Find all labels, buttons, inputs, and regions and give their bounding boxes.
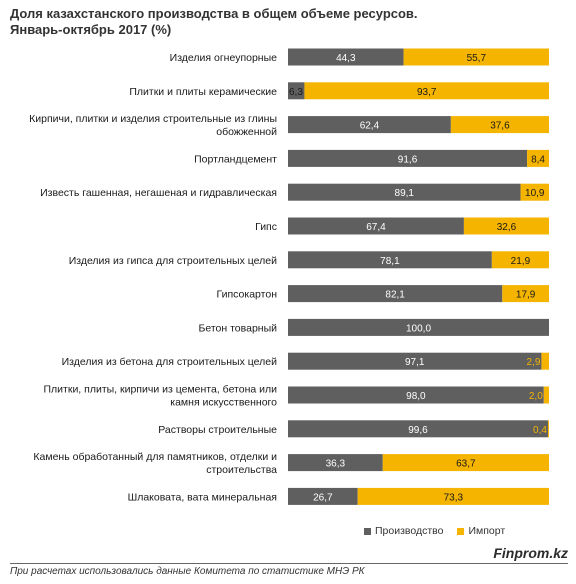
bar-import [382, 454, 549, 472]
bar-production [288, 487, 358, 505]
category-label: Известь гашенная, негашеная и гидравличе… [40, 187, 277, 199]
bar-import [304, 82, 549, 100]
category-label: Кирпичи, плитки и изделия строительные и… [29, 113, 277, 125]
bar-production [288, 82, 305, 100]
source-brand: Finprom.kz [493, 545, 568, 561]
bar-production [288, 251, 492, 269]
data-label-import: 37,6 [490, 121, 510, 132]
data-label-import: 2,9 [527, 357, 541, 368]
data-label-production: 6,3 [289, 87, 303, 98]
category-label: Камень обработанный для памятников, отде… [33, 451, 277, 463]
data-label-production: 26,7 [313, 492, 333, 503]
data-label-production: 36,3 [326, 459, 346, 470]
category-label: Плитки и плиты керамические [129, 86, 277, 98]
data-label-production: 62,4 [360, 121, 380, 132]
legend-label-import: Импорт [468, 525, 506, 537]
bar-import [403, 48, 549, 66]
chart-title-line2: Январь-октябрь 2017 (%) [10, 22, 172, 37]
data-label-production: 67,4 [366, 222, 386, 233]
category-label: Гипсокартон [217, 289, 278, 301]
chart-title: Доля казахстанского производства в общем… [10, 6, 418, 38]
data-label-import: 8,4 [531, 154, 545, 165]
bar-import [463, 217, 549, 235]
category-label: обожженной [216, 126, 277, 138]
stacked-bar-chart: Изделия огнеупорные 44,3 55,7 Плитки и плит… [29, 48, 549, 505]
footnote: При расчетах использовались данные Комит… [10, 566, 365, 577]
bar-production [288, 217, 464, 235]
category-label: строительства [206, 464, 277, 476]
data-label-production: 98,0 [406, 391, 426, 402]
bar-import [502, 285, 549, 303]
bar-import [527, 149, 549, 167]
category-label: Изделия огнеупорные [170, 52, 277, 64]
data-label-import: 0,4 [533, 425, 547, 436]
bar-production [288, 318, 549, 336]
bar-production [288, 420, 548, 438]
bar-production [288, 48, 404, 66]
bar-production [288, 116, 451, 134]
data-label-import: 21,9 [511, 256, 531, 267]
bar-production [288, 149, 528, 167]
bar-production [288, 352, 542, 370]
footer-divider [10, 563, 568, 564]
data-label-production: 78,1 [380, 256, 400, 267]
data-label-import: 63,7 [456, 459, 476, 470]
data-label-production: 100,0 [406, 323, 431, 334]
data-label-import: 17,9 [516, 290, 536, 301]
category-label: Шлаковата, вата минеральная [128, 491, 277, 503]
data-label-production: 44,3 [336, 53, 356, 64]
legend-swatch-production [364, 527, 371, 535]
data-label-import: 73,3 [444, 492, 464, 503]
bar-production [288, 454, 383, 472]
category-label: Изделия из бетона для строительных целей [62, 356, 278, 368]
legend-label-production: Производство [375, 525, 444, 537]
category-label: Изделия из гипса для строительных целей [69, 255, 277, 267]
data-label-import: 55,7 [467, 53, 487, 64]
bar-production [288, 183, 521, 201]
data-label-production: 89,1 [395, 188, 415, 199]
data-label-import: 93,7 [417, 87, 437, 98]
category-label: Растворы строительные [158, 424, 277, 436]
data-label-import: 32,6 [497, 222, 517, 233]
data-label-production: 97,1 [405, 357, 425, 368]
bar-production [288, 285, 503, 303]
data-label-production: 99,6 [408, 425, 428, 436]
legend-swatch-import [457, 527, 465, 535]
bar-import [491, 251, 549, 269]
bar-import [357, 487, 549, 505]
category-label: Гипс [255, 221, 277, 233]
legend-item-production: Производство [364, 525, 443, 537]
category-label: Портландцемент [194, 153, 277, 165]
data-label-import: 10,9 [525, 188, 545, 199]
bar-production [288, 386, 544, 404]
category-label: Бетон товарный [198, 322, 277, 334]
bar-import [547, 420, 549, 438]
data-label-production: 82,1 [385, 290, 405, 301]
category-label: камня искусственного [170, 397, 277, 409]
data-label-import: 2,0 [529, 391, 543, 402]
bar-import [543, 386, 549, 404]
chart-legend: Производство Импорт [364, 525, 505, 537]
bar-import [450, 116, 549, 134]
category-label: Плитки, плиты, кирпичи из цемента, бетон… [44, 384, 278, 396]
bar-import [520, 183, 549, 201]
bar-import [541, 352, 549, 370]
legend-item-import: Импорт [457, 525, 505, 537]
chart-title-line1: Доля казахстанского производства в общем… [10, 6, 418, 21]
data-label-production: 91,6 [398, 154, 418, 165]
